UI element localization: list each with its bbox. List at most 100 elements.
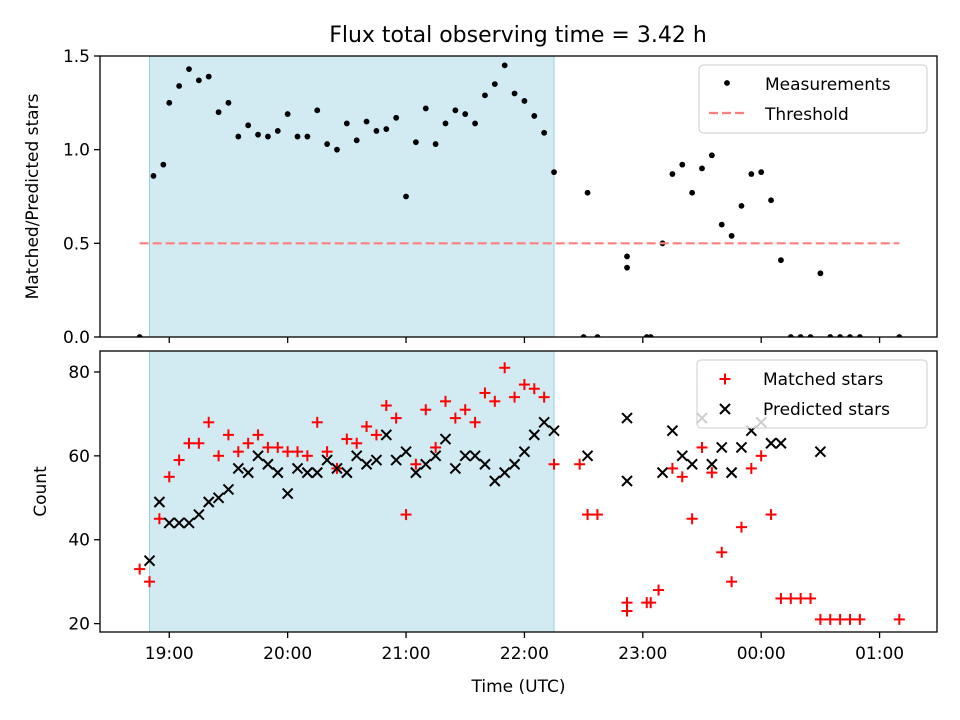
x-b [193, 508, 205, 521]
predicted-star-point [360, 458, 373, 470]
x-b [341, 466, 353, 479]
x-b [390, 454, 402, 466]
predicted-star-point [143, 554, 156, 567]
matched-star-point [252, 429, 264, 441]
measurement-point [896, 334, 903, 337]
matched-star-point [311, 416, 323, 428]
matched-star-point [430, 441, 442, 453]
measurement-point [594, 334, 601, 337]
x-b [656, 466, 669, 479]
measurement-point [343, 120, 350, 127]
matched-star-point [653, 584, 665, 596]
axes-frame [99, 350, 938, 633]
x-b [222, 483, 235, 496]
predicted-star-point [656, 466, 669, 479]
measurement-point [531, 113, 538, 119]
matched-star-point [449, 412, 461, 424]
matched-star-point [469, 416, 481, 428]
matched-star-point [785, 592, 797, 604]
predicted-star-point [765, 437, 777, 449]
matched-star-point [400, 509, 412, 521]
matched-star-point [222, 429, 234, 441]
matched-star-point [242, 437, 254, 449]
x-b [459, 450, 471, 462]
matched-star-point [321, 446, 333, 458]
measurement-point [624, 253, 630, 260]
predicted-star-point [508, 458, 521, 470]
matched-star-point [706, 467, 718, 479]
predicted-star-point [232, 462, 245, 475]
matched-star-point [153, 513, 165, 525]
matched-star-point [163, 471, 175, 483]
predicted-star-point [459, 450, 471, 462]
predicted-star-point [814, 445, 827, 458]
x-b [163, 517, 175, 529]
x-b [765, 437, 777, 449]
x-b [281, 487, 294, 500]
matched-star-point [282, 446, 294, 458]
x-b [291, 462, 304, 475]
matched-star-point [538, 391, 550, 403]
x-b [400, 445, 412, 458]
predicted-star-point [725, 466, 738, 479]
matched-star-point [390, 412, 402, 424]
measurement-point [491, 81, 498, 87]
lower-panel: 20 40 60 80 19:00 20:00 21:00 22:00 23:00 00:00 01… [31, 350, 938, 697]
x-b [242, 466, 254, 479]
x-tick-label: 01:00 [855, 644, 904, 664]
predicted-star-point [380, 429, 393, 441]
measurement-point [738, 202, 745, 209]
y-tick-label: 1.5 [63, 47, 90, 67]
matched-star-point [272, 441, 284, 453]
y-tick-label: 40 [68, 531, 90, 551]
measurement-point [255, 131, 261, 138]
measurement-point [647, 334, 654, 337]
measurement-point [136, 334, 143, 337]
matched-star-point [459, 404, 471, 416]
x-b [262, 458, 274, 470]
measurement-point [699, 165, 705, 172]
matched-star-point [361, 420, 373, 432]
x-b [548, 424, 560, 437]
matched-star-point [893, 613, 905, 625]
matched-star-point [765, 509, 777, 521]
x-b [420, 458, 432, 470]
x-b [212, 492, 225, 504]
x-b [449, 462, 462, 475]
measurement-point [511, 90, 518, 97]
matched-star-point [696, 441, 708, 453]
measurement-point [827, 334, 834, 337]
measurement-point [403, 193, 409, 200]
predicted-star-point [222, 483, 235, 496]
predicted-star-point [676, 450, 688, 462]
predicted-star-point [686, 458, 698, 470]
measurement-point [452, 107, 459, 114]
matched-star-point [834, 613, 846, 625]
measurement-point [393, 114, 400, 121]
predicted-star-point [666, 424, 679, 437]
measurement-point [797, 334, 804, 337]
y-tick-label: 0.5 [63, 234, 90, 254]
x-b [581, 450, 594, 462]
x-b [173, 517, 185, 529]
x-b [410, 466, 422, 479]
measurement-point [817, 270, 824, 277]
predicted-star-point [410, 466, 422, 479]
x-b [498, 466, 511, 479]
predicted-star-point [281, 487, 294, 500]
predicted-star-point [203, 496, 215, 508]
matched-star-point [380, 400, 392, 412]
measurement-point [284, 111, 291, 117]
y-tick-label: 0.0 [63, 328, 90, 348]
chart-title: Flux total observing time = 3.42 h [329, 23, 707, 48]
plot-area [136, 62, 903, 337]
x-b [380, 429, 393, 441]
y-tick-label: 80 [68, 363, 90, 383]
measurement-point [482, 92, 488, 99]
legend-x-b [719, 403, 731, 415]
matched-star-point [370, 429, 382, 441]
measurement-point [150, 172, 157, 179]
measurement-point [195, 77, 202, 84]
predicted-star-point [548, 424, 560, 437]
measurement-point [245, 122, 252, 129]
